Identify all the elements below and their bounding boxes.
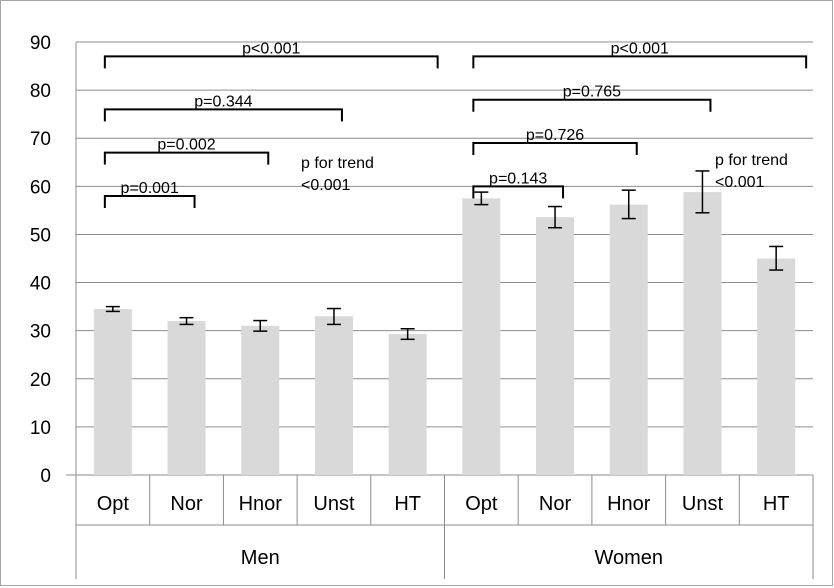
y-tick-label: 40 [30,274,51,295]
significance-bracket [472,98,712,112]
x-tick-label: HT [394,493,421,515]
bar [757,258,796,475]
bar [609,204,648,476]
trend-note-line2: <0.001 [715,174,764,191]
p-value-label: p=0.002 [157,137,215,154]
group-label: Men [241,547,280,569]
bar [462,198,501,475]
trend-note-line1: p for trend [715,152,788,169]
p-value-label: p<0.001 [242,40,300,57]
y-tick-label: 0 [40,466,51,487]
group-label: Women [594,547,663,569]
bar [683,192,722,475]
trend-note-line1: p for trend [301,155,374,172]
bar [536,217,575,475]
x-tick-label: Opt [97,493,130,515]
p-value-label: p=0.765 [563,84,621,101]
bar [93,309,132,475]
x-tick-label: HT [763,493,790,515]
p-value-label: p=0.143 [489,170,547,187]
y-tick-label: 20 [30,370,51,391]
significance-bracket [472,185,565,199]
y-tick-label: 80 [30,81,51,102]
bar [314,316,353,475]
trend-note-line2: <0.001 [301,177,350,194]
p-value-label: p=0.726 [526,127,584,144]
x-tick-label: Unst [313,493,355,515]
y-tick-label: 90 [30,33,51,54]
p-value-label: p<0.001 [611,40,669,57]
bar [241,325,280,475]
y-tick-label: 30 [30,322,51,343]
x-tick-label: Hnor [607,493,651,515]
x-tick-label: Nor [170,493,203,515]
x-tick-label: Nor [539,493,572,515]
p-value-label: p=0.344 [194,93,252,110]
y-tick-label: 10 [30,418,51,439]
significance-bracket [472,142,638,156]
x-tick-label: Unst [682,493,724,515]
significance-bracket [103,194,196,208]
y-tick-label: 60 [30,177,51,198]
bar [388,334,427,475]
p-value-label: p=0.001 [121,180,179,197]
x-tick-label: Hnor [239,493,283,515]
x-tick-label: Opt [465,493,498,515]
bar [167,321,206,475]
y-tick-label: 70 [30,129,51,150]
significance-bracket [103,108,343,122]
significance-bracket [472,55,808,69]
significance-bracket [103,151,270,165]
y-tick-label: 50 [30,225,51,246]
significance-bracket [103,55,439,69]
